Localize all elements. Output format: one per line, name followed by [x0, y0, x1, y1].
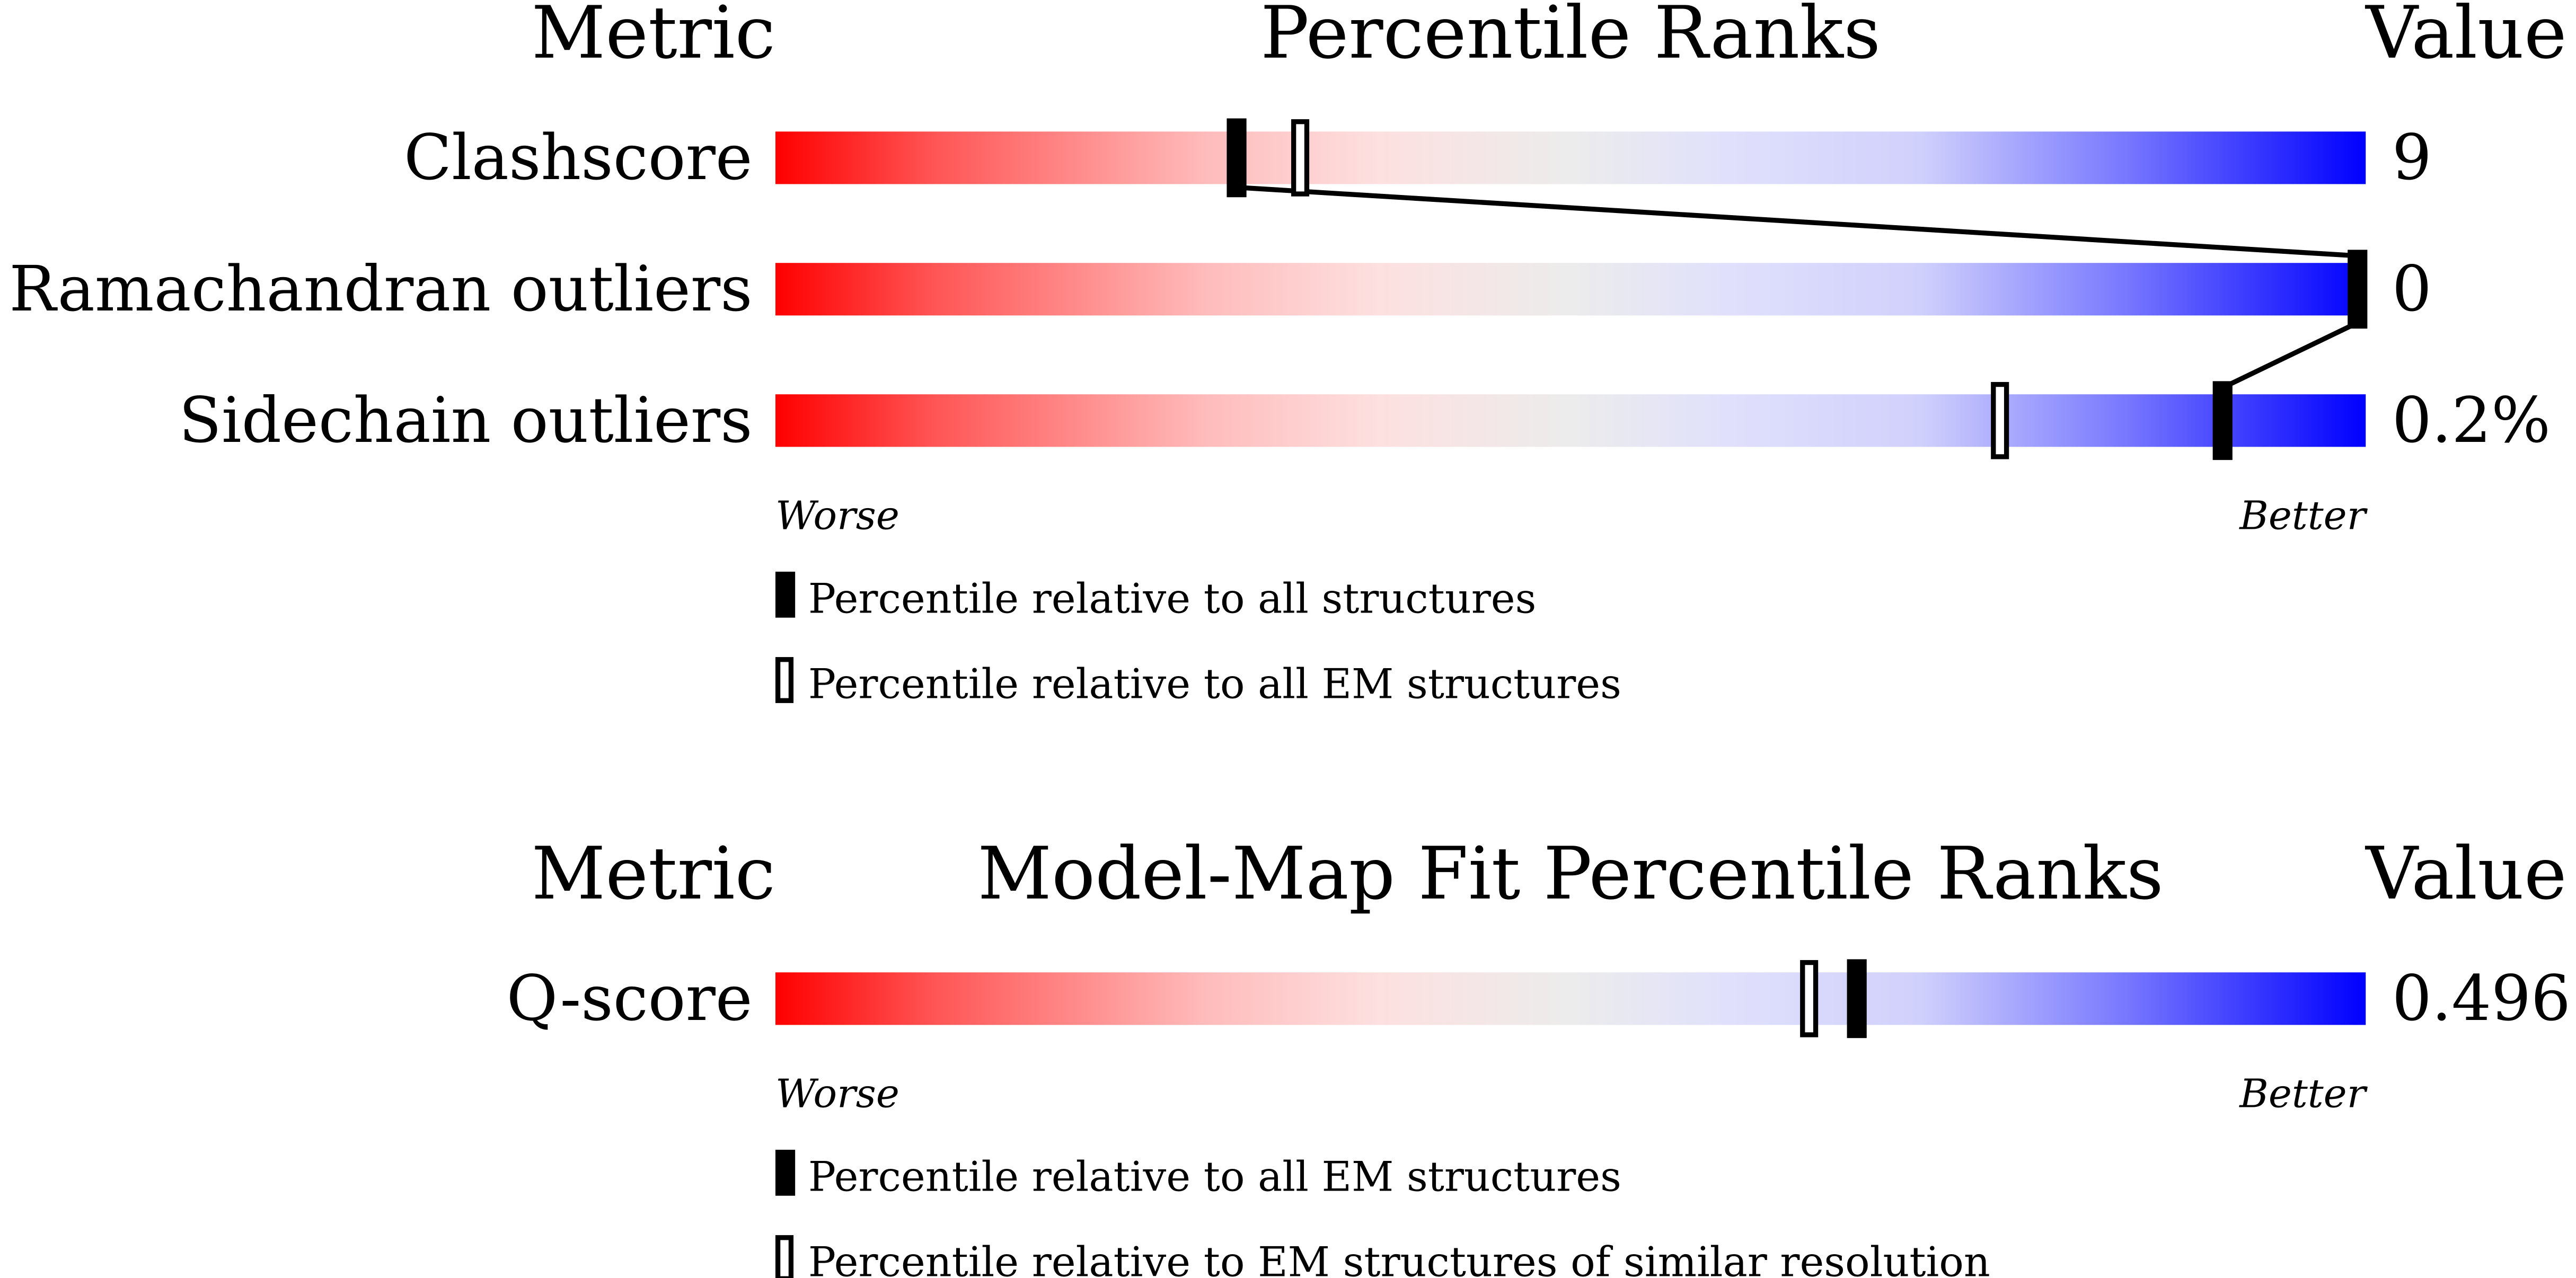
legend-marker-filled: [775, 571, 796, 618]
marker-all-filled: [2212, 381, 2233, 460]
chart-title: Model-Map Fit Percentile Ranks: [977, 832, 2163, 916]
legend-label: Percentile relative to all EM structures: [808, 661, 1621, 708]
marker-all-filled: [1847, 959, 1867, 1039]
marker-em-open: [1800, 960, 1819, 1037]
header-value: Value: [2365, 832, 2566, 916]
marker-em-open: [1291, 119, 1310, 197]
connector-line: [1236, 184, 2366, 259]
percentile-bar: [775, 394, 2366, 447]
marker-all-filled: [2348, 250, 2368, 329]
percentile-bar: [775, 972, 2366, 1025]
axis-worse-label: Worse: [775, 492, 899, 538]
metric-value: 0.2%: [2392, 384, 2551, 457]
metric-label: Sidechain outliers: [179, 384, 752, 457]
metric-value: 0: [2392, 253, 2432, 325]
legend-label: Percentile relative to all structures: [808, 575, 1536, 623]
legend-label: Percentile relative to EM structures of …: [808, 1239, 1990, 1278]
header-value: Value: [2365, 0, 2566, 75]
metric-label: Ramachandran outliers: [9, 253, 752, 325]
percentile-bar: [775, 131, 2366, 184]
percentile-bar: [775, 263, 2366, 316]
legend-marker-filled: [775, 1149, 796, 1196]
chart-title: Percentile Ranks: [1260, 0, 1881, 75]
legend-label: Percentile relative to all EM structures: [808, 1153, 1621, 1201]
axis-better-label: Better: [2238, 492, 2368, 538]
marker-all-filled: [1227, 118, 1247, 198]
metric-label: Q-score: [507, 962, 753, 1035]
legend-marker-open: [775, 657, 794, 703]
axis-worse-label: Worse: [775, 1070, 899, 1116]
marker-em-open: [1991, 381, 2009, 459]
legend-marker-open: [775, 1235, 794, 1278]
metric-value: 9: [2392, 121, 2432, 194]
connector-line: [2221, 316, 2367, 390]
header-metric: Metric: [532, 832, 775, 916]
axis-better-label: Better: [2238, 1070, 2368, 1116]
metric-label: Clashscore: [404, 121, 753, 194]
metric-value: 0.496: [2392, 962, 2571, 1035]
header-metric: Metric: [532, 0, 775, 75]
